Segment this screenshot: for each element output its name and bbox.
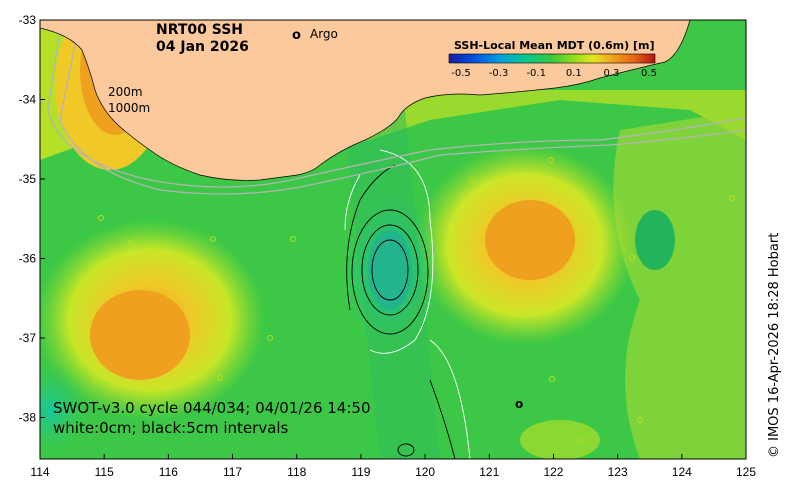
argo-float-icon: o [515, 397, 523, 411]
x-tick-label: 122 [543, 465, 563, 479]
x-tick-label: 119 [351, 465, 370, 479]
ssh-field [40, 20, 746, 459]
contour-interval-info: white:0cm; black:5cm intervals [53, 419, 289, 437]
y-tick-label: -33 [19, 13, 37, 27]
y-tick-label: -34 [19, 93, 37, 107]
colorbar-ticks: -0.5 -0.3 -0.1 0.1 0.3 0.5 [451, 68, 657, 79]
colorbar-tick-label: 0.5 [641, 68, 657, 79]
argo-label: Argo [310, 27, 338, 41]
colorbar-tick-label: -0.3 [489, 68, 509, 79]
colorbar-tick-label: 0.1 [566, 68, 582, 79]
x-tick-label: 116 [159, 465, 178, 479]
map-title: NRT00 SSH [156, 22, 243, 38]
x-tick-label: 124 [672, 465, 692, 479]
colorbar-title: SSH-Local Mean MDT (0.6m) [m] [454, 39, 654, 52]
y-tick-label: -35 [19, 172, 37, 186]
y-tick-label: -38 [19, 411, 37, 425]
x-tick-label: 121 [479, 465, 499, 479]
colorbar-tick-label: -0.1 [526, 68, 546, 79]
contour-200m-label: 200m [108, 85, 143, 99]
x-axis: 114 115 116 117 118 119 120 121 122 123 124 125 [30, 454, 756, 479]
x-tick-label: 123 [608, 465, 628, 479]
colorbar-tick-label: 0.3 [603, 68, 619, 79]
colorbar [448, 53, 656, 64]
y-tick-label: -37 [19, 331, 37, 345]
x-tick-label: 125 [736, 465, 756, 479]
x-tick-label: 117 [223, 465, 242, 479]
plot-frame [39, 19, 747, 460]
colorbar-tick-label: -0.5 [451, 68, 471, 79]
y-axis: -33 -34 -35 -36 -37 -38 [19, 13, 45, 425]
x-tick-label: 115 [95, 465, 114, 479]
x-tick-label: 120 [415, 465, 435, 479]
swot-info: SWOT-v3.0 cycle 044/034; 04/01/26 14:50 [53, 399, 371, 417]
argo-marker-icon: o [292, 28, 301, 43]
map-date: 04 Jan 2026 [156, 39, 249, 55]
imos-credit: © IMOS 16-Apr-2026 18:28 Hobart [767, 232, 782, 458]
y-tick-label: -36 [19, 252, 37, 266]
x-tick-label: 118 [287, 465, 306, 479]
x-tick-label: 114 [30, 465, 49, 479]
contour-1000m-label: 1000m [108, 101, 150, 115]
